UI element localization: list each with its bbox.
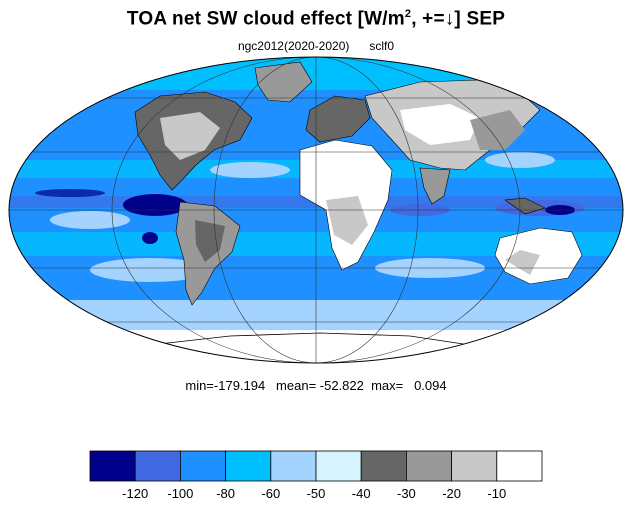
south-america-inner (195, 220, 225, 262)
colorbar-tick-label: -60 (261, 486, 281, 501)
greenland (254, 61, 313, 103)
colorbar-box (134, 450, 181, 482)
title-suffix: , +=↓] SEP (411, 8, 506, 30)
colorbar-box (360, 450, 407, 482)
colorbar-box (451, 450, 498, 482)
antarctica (149, 332, 471, 346)
amazon-patch (123, 194, 187, 216)
colorbar-tick-label: -40 (351, 486, 371, 501)
subtitle: ngc2012(2020-2020) sclf0 (0, 39, 632, 53)
stats-line: min=-179.194 mean= -52.822 max= 0.094 (185, 378, 447, 393)
case-label: ngc2012(2020-2020) (237, 39, 350, 53)
colorbar-box (89, 450, 136, 482)
amazon-patch (142, 232, 158, 244)
light-region (90, 258, 210, 282)
title-main: TOA net SW cloud effect [W/m (126, 8, 405, 30)
variable-label: sclf0 (369, 39, 395, 53)
light-region (210, 162, 290, 178)
colorbar-box (225, 450, 272, 482)
colorbar-tick-label: -20 (442, 486, 461, 501)
colorbar-box (315, 450, 362, 482)
colorbar-tick-label: -120 (122, 486, 149, 501)
colorbar-tick-label: -30 (396, 486, 416, 501)
colorbar-box (496, 450, 543, 482)
colorbar-box (405, 450, 452, 482)
colorbar-box (180, 450, 227, 482)
africa-interior (326, 196, 368, 245)
title-superscript: 2 (404, 8, 412, 20)
asia-inner (400, 104, 480, 145)
light-region (50, 211, 130, 229)
north-america-inner (160, 112, 220, 160)
colorbar (89, 450, 543, 482)
colorbar-tick-label: -10 (487, 486, 507, 501)
chart-title: TOA net SW cloud effect [W/m2, +=↓] SEP (0, 8, 632, 30)
colorbar-tick-label: -100 (167, 486, 194, 501)
colorbar-tick-label: -80 (216, 486, 235, 501)
colorbar-box (270, 450, 317, 482)
india (419, 167, 451, 205)
graticule (9, 57, 623, 363)
globe-outline (8, 56, 624, 364)
tropical-pacific-patch (35, 189, 105, 197)
europe (305, 95, 371, 143)
colorbar-tick-label: -50 (306, 486, 326, 501)
light-region (485, 152, 555, 168)
asia-east (470, 110, 525, 150)
australia-edge (505, 250, 540, 275)
